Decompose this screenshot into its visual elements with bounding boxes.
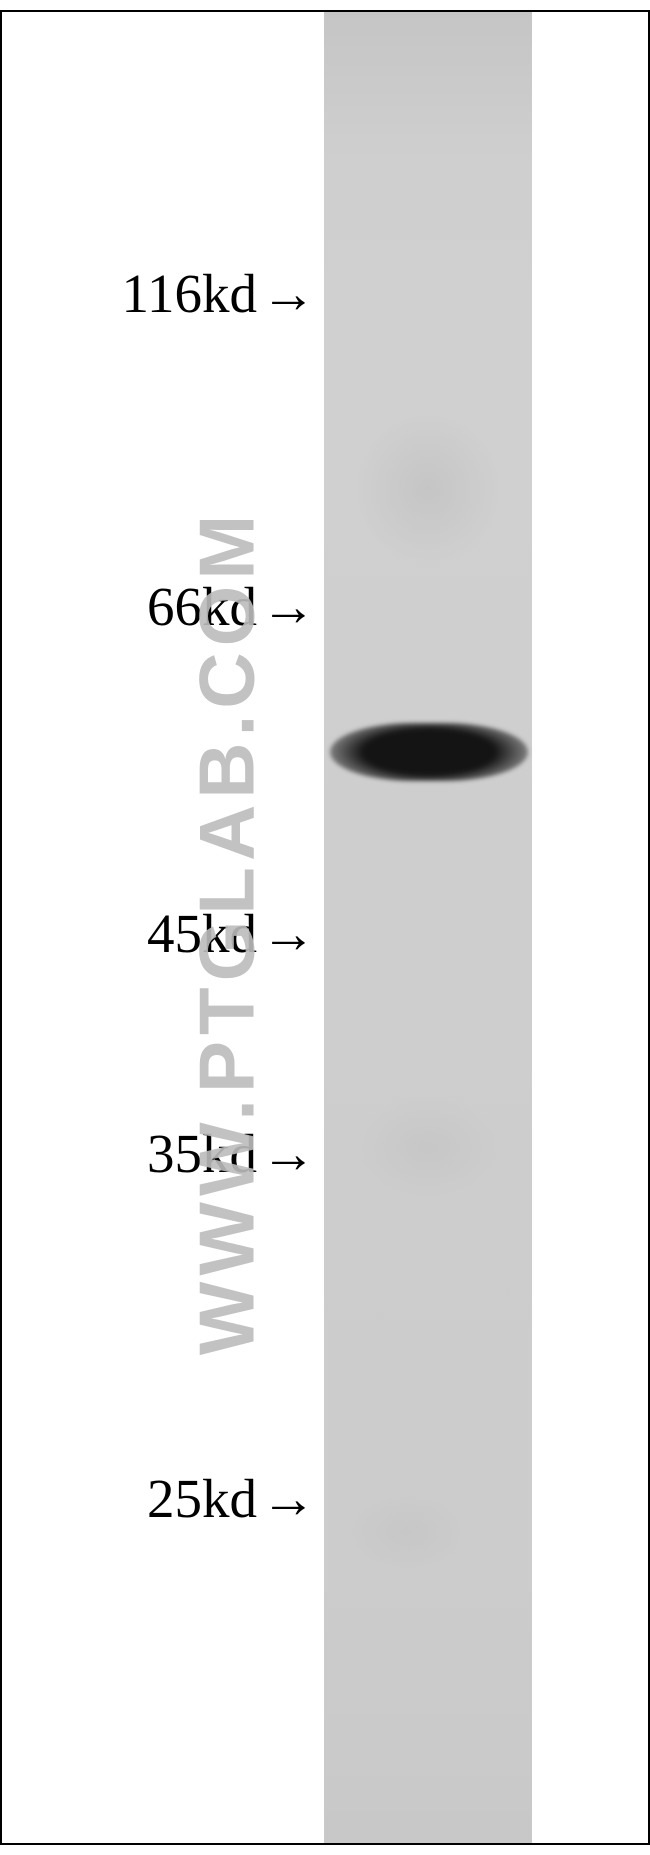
marker-label-116kd: 116kd→ (122, 262, 316, 325)
blot-container: 116kd→66kd→45kd→35kd→25kd→ WWW.PTGLAB.CO… (0, 10, 650, 1845)
marker-text: 66kd (147, 576, 257, 637)
marker-text: 116kd (122, 263, 257, 324)
marker-label-25kd: 25kd→ (147, 1467, 316, 1530)
marker-label-35kd: 35kd→ (147, 1122, 316, 1185)
arrow-icon: → (261, 1122, 316, 1185)
arrow-icon: → (261, 262, 316, 325)
marker-text: 25kd (147, 1468, 257, 1529)
marker-text: 35kd (147, 1123, 257, 1184)
arrow-icon: → (261, 902, 316, 965)
band-main-band (330, 723, 528, 781)
marker-label-66kd: 66kd→ (147, 575, 316, 638)
arrow-icon: → (261, 575, 316, 638)
blot-lane (324, 12, 532, 1843)
marker-text: 45kd (147, 903, 257, 964)
marker-label-45kd: 45kd→ (147, 902, 316, 965)
arrow-icon: → (261, 1467, 316, 1530)
